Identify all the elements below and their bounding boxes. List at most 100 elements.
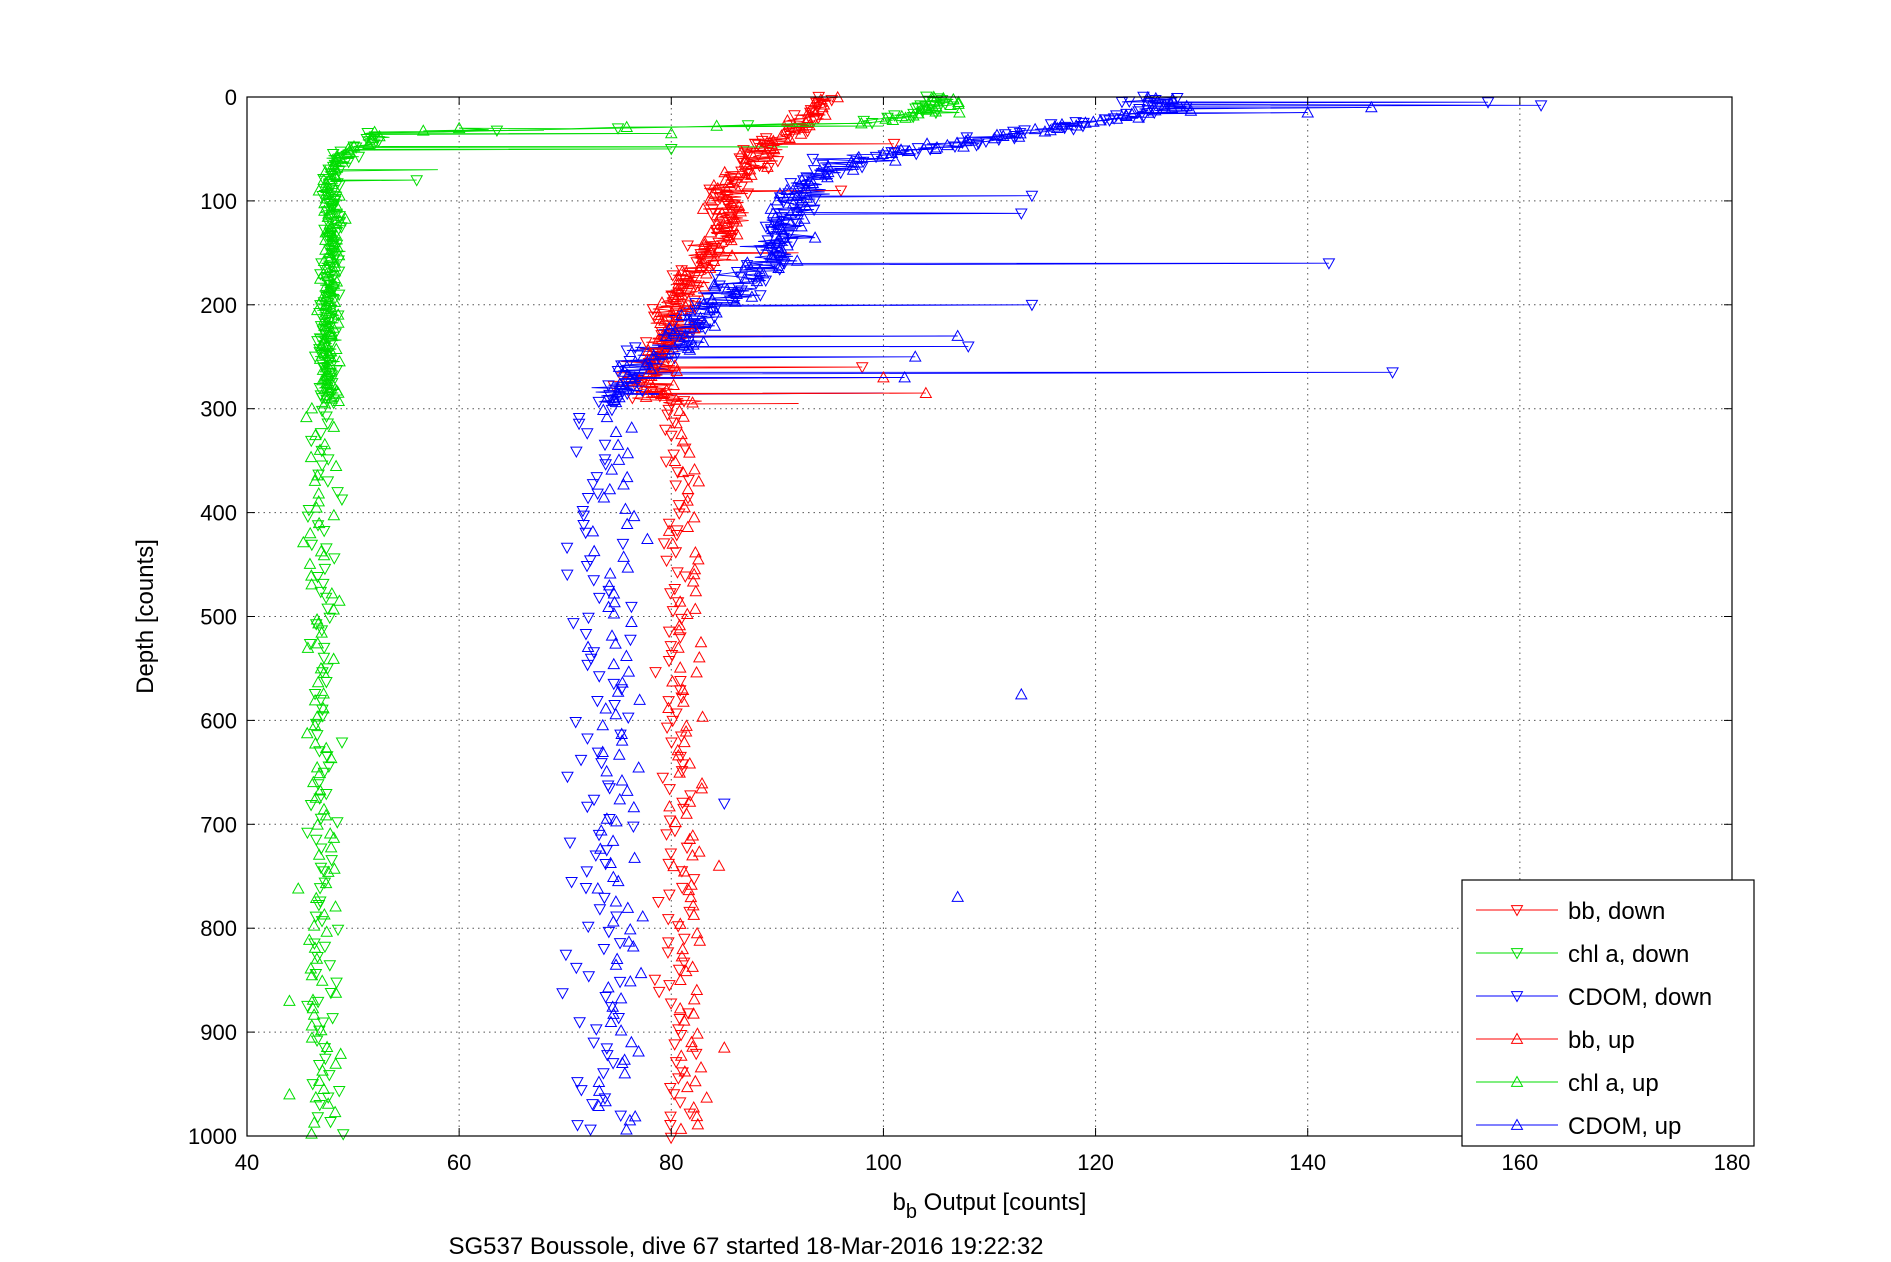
data-point	[416, 124, 430, 136]
data-point	[673, 595, 687, 607]
data-point	[756, 266, 770, 279]
data-point	[770, 236, 784, 248]
data-point	[673, 1001, 687, 1014]
data-point	[665, 650, 679, 662]
data-point	[580, 866, 594, 878]
data-point	[664, 588, 677, 600]
data-point	[1148, 103, 1162, 116]
data-point	[675, 866, 689, 878]
data-point	[324, 840, 338, 853]
data-point	[662, 656, 676, 668]
data-point	[332, 394, 346, 407]
data-point	[686, 396, 699, 408]
data-point	[765, 251, 779, 264]
data-point	[664, 998, 678, 1010]
data-point	[604, 856, 617, 869]
data-point	[312, 469, 325, 482]
data-point	[1510, 1118, 1524, 1130]
data-point	[686, 848, 699, 861]
data-point	[930, 141, 944, 153]
data-point	[312, 1074, 326, 1086]
data-point	[325, 855, 339, 867]
data-point	[851, 152, 864, 164]
data-point	[660, 829, 673, 841]
data-point	[305, 1031, 319, 1043]
data-point	[305, 539, 319, 552]
data-point	[730, 227, 744, 240]
data-point	[970, 140, 983, 152]
data-point	[315, 626, 329, 638]
data-point	[670, 416, 683, 429]
data-point	[740, 170, 754, 183]
data-point	[662, 524, 676, 536]
data-point	[308, 474, 322, 486]
data-point	[315, 292, 328, 305]
data-point	[305, 1127, 318, 1139]
data-point	[680, 607, 694, 620]
data-point	[579, 629, 593, 641]
data-point	[753, 264, 767, 276]
data-point	[452, 121, 466, 134]
data-point	[599, 992, 613, 1004]
legend-label: CDOM, up	[1568, 1113, 1681, 1140]
x-tick-label: 100	[865, 1150, 902, 1175]
data-point	[1141, 106, 1155, 118]
data-point	[324, 1116, 337, 1129]
data-point	[682, 474, 695, 487]
data-point	[664, 1111, 677, 1123]
data-point	[624, 634, 637, 647]
data-point	[569, 962, 583, 975]
data-point	[628, 851, 641, 863]
data-point	[322, 207, 335, 219]
data-point	[1158, 98, 1171, 110]
data-point	[310, 303, 324, 316]
data-point	[680, 842, 694, 855]
data-point	[320, 543, 333, 555]
data-point	[639, 337, 653, 349]
data-point	[283, 994, 296, 1006]
data-point	[678, 330, 691, 343]
data-point	[749, 278, 763, 290]
data-point	[953, 106, 966, 118]
data-point	[309, 834, 323, 847]
data-point	[327, 553, 341, 565]
data-point	[734, 204, 747, 217]
data-point	[615, 734, 629, 746]
data-point	[725, 197, 739, 209]
data-point	[318, 319, 331, 331]
data-point	[672, 623, 686, 636]
data-point	[607, 657, 621, 670]
data-point	[609, 958, 623, 970]
data-point	[1365, 100, 1378, 113]
data-point	[305, 968, 319, 981]
data-point	[668, 417, 681, 430]
data-point	[626, 940, 640, 952]
data-point	[309, 968, 323, 981]
data-point	[308, 718, 322, 731]
data-point	[666, 675, 679, 687]
data-point	[605, 463, 619, 475]
data-point	[324, 285, 337, 298]
data-point	[627, 800, 641, 813]
data-point	[1055, 117, 1069, 130]
legend-item: chl a, down	[1476, 941, 1689, 968]
data-point	[615, 727, 629, 739]
data-point	[821, 170, 834, 183]
data-point	[311, 636, 325, 649]
data-point	[715, 206, 729, 219]
data-point	[688, 602, 702, 614]
data-point	[718, 220, 732, 232]
data-point	[679, 964, 693, 977]
data-point	[620, 649, 633, 661]
data-point	[320, 376, 333, 388]
data-point	[698, 238, 711, 250]
data-point	[1132, 111, 1146, 123]
y-tick-label: 1000	[188, 1124, 237, 1149]
data-point	[347, 140, 361, 152]
data-point	[603, 783, 616, 795]
data-point	[308, 737, 322, 749]
data-point	[306, 1079, 320, 1091]
data-point	[1164, 97, 1178, 109]
data-point	[334, 1047, 348, 1059]
data-point	[1048, 120, 1062, 132]
